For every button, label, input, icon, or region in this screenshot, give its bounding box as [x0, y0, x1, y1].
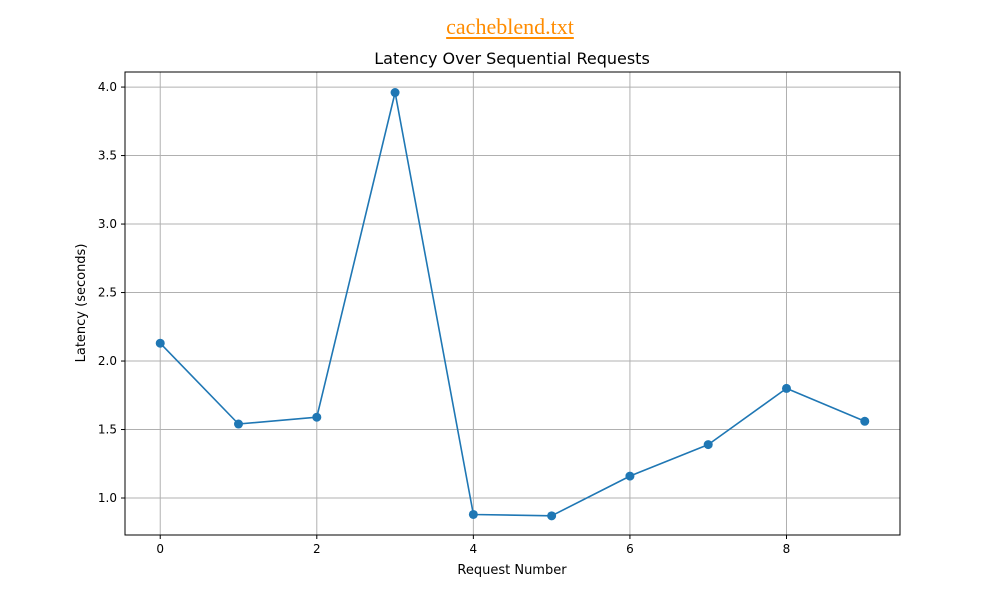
file-link[interactable]: cacheblend.txt: [446, 14, 574, 39]
data-point: [781, 383, 791, 393]
x-tick-label: 0: [156, 542, 164, 556]
y-tick-label: 1.5: [98, 423, 117, 437]
grid: [125, 72, 900, 535]
x-tick-label: 8: [783, 542, 791, 556]
data-point: [625, 471, 635, 481]
x-axis-label: Request Number: [457, 563, 567, 578]
data-point: [155, 338, 165, 348]
x-tick-label: 4: [470, 542, 478, 556]
y-axis-label: Latency (seconds): [74, 244, 89, 363]
y-tick-label: 4.0: [98, 80, 117, 94]
y-tick-label: 3.5: [98, 149, 117, 163]
chart-title: Latency Over Sequential Requests: [374, 49, 650, 68]
data-point: [703, 440, 713, 450]
data-point: [860, 416, 870, 426]
x-tick-label: 6: [626, 542, 634, 556]
data-point: [468, 509, 478, 519]
data-point: [234, 419, 244, 429]
series-line: [159, 91, 866, 517]
ticks: 0 2 4 6 8 1.0 1.5 2.0 2.5 3.0 3.5 4.0: [98, 80, 790, 556]
y-tick-label: 2.0: [98, 354, 117, 368]
series-layer: [155, 88, 870, 521]
plot-frame: [124, 71, 901, 536]
y-tick-label: 3.0: [98, 217, 117, 231]
data-point: [312, 412, 322, 422]
y-tick-label: 1.0: [98, 491, 117, 505]
data-point: [390, 88, 400, 98]
x-tick-label: 2: [313, 542, 321, 556]
y-tick-label: 2.5: [98, 286, 117, 300]
data-point: [547, 511, 557, 521]
